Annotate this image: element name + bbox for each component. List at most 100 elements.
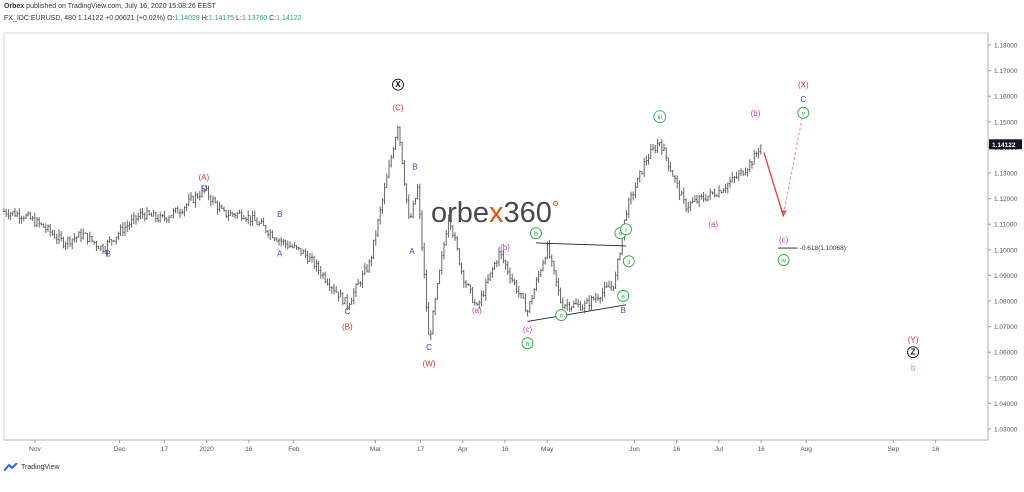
ohlc-bar [487,273,489,284]
projection-up-dashed [783,111,804,215]
ohlc-bar [577,299,580,308]
ohlc-bar [179,208,181,218]
ohlc-bar [223,206,225,212]
ohlc-bar [86,232,89,245]
ohlc-bar [722,188,725,193]
ohlc-bar [62,236,65,249]
ohlc-bar [649,144,652,159]
ohlc-bar [696,194,698,204]
ohlc-bar [636,177,639,189]
x-tick-label: 16 [245,446,253,453]
ohlc-bar [58,229,60,245]
ohlc-bar [726,182,729,194]
ohlc-bar [399,126,401,147]
ohlc-bar [491,267,494,278]
ohlc-bar [366,264,368,273]
x-tick-label: 16 [757,446,765,453]
ohlc-bar [612,285,615,292]
y-tick-label: 1.18000 [994,43,1018,50]
ohlc-bar [73,233,76,243]
ohlc-bar [64,241,67,251]
symbol-label: FX_IDC:EURUSD, 480 [4,15,76,22]
ohlc-bar [566,299,569,311]
ohlc-bar [524,293,527,312]
x-tick-label: Mar [370,446,382,453]
ohlc-bar [597,293,599,301]
close-label: C: [269,15,277,22]
ohlc-bar [390,154,393,168]
ohlc-bar [99,245,102,252]
close-value: 1.14122 [276,15,302,22]
ohlc-bar [394,136,397,151]
ohlc-bar [247,210,250,225]
wave-label-circle [529,227,542,240]
ohlc-bar [185,203,188,212]
ohlc-bar [55,233,58,245]
ohlc-bar [148,209,151,216]
ohlc-bar [234,212,236,219]
x-tick-label: Feb [288,446,300,453]
last-price-tag-label: 1.14122 [992,142,1016,149]
ohlc-bar [403,160,406,186]
wave-label: A [277,250,283,259]
y-tick-label: 1.13000 [994,171,1018,178]
ohlc-bar [643,157,646,178]
wave-label-circle [907,346,920,359]
ohlc-bar [38,217,41,228]
ohlc-bar [82,228,85,240]
ohlc-bar [720,189,723,194]
ohlc-bar [361,270,364,289]
y-tick-label: 1.06000 [994,350,1018,357]
ohlc-bar [555,270,558,287]
ohlc-bar [458,248,461,266]
tradingview-footer[interactable]: TradingView [4,463,60,471]
ohlc-bar [97,245,100,250]
ohlc-bar [150,212,153,217]
ohlc-bar [504,259,507,270]
ohlc-bar [31,216,34,221]
ohlc-bar [306,250,309,264]
x-tick-label: Nov [29,446,41,453]
ohlc-bar [126,220,129,233]
ohlc-bar [216,200,219,215]
ohlc-bar [423,242,426,279]
ohlc-bar [412,200,415,219]
ohlc-bar [381,198,384,215]
ohlc-bar [471,286,474,304]
ohlc-bar [104,246,107,255]
ohlc-bar [704,194,707,202]
ohlc-bar [22,215,25,222]
ohlc-bar [718,185,720,198]
wave-label-circle [521,337,534,350]
ohlc-bar [302,249,305,255]
ohlc-bar [84,232,87,234]
ohlc-bar [88,231,91,243]
ohlc-bar [262,217,265,227]
ohlc-bar [273,236,276,241]
ohlc-bar [559,287,562,304]
ohlc-bar [115,236,118,245]
ohlc-bar [258,221,261,227]
ohlc-bar [513,278,516,286]
ohlc-bar [297,246,300,251]
ohlc-bar [427,302,430,336]
ohlc-bar [715,193,718,197]
ohlc-bar [260,218,263,224]
ohlc-bar [245,217,247,222]
ohlc-bar [322,272,324,279]
ohlc-bar [7,209,10,220]
ohlc-bar [498,247,500,267]
ohlc-bar [348,303,351,310]
ohlc-bar [625,210,628,222]
ohlc-bar [379,206,382,225]
x-tick-label: Apr [458,446,469,453]
ohlc-bar [159,211,162,223]
ohlc-bar [203,187,206,194]
ohlc-bar [315,259,318,272]
wave-label: C [800,95,806,104]
ohlc-bar [75,236,78,243]
y-tick-label: 1.09000 [994,273,1018,280]
ohlc-bar [29,211,32,220]
ohlc-bar [410,213,412,218]
